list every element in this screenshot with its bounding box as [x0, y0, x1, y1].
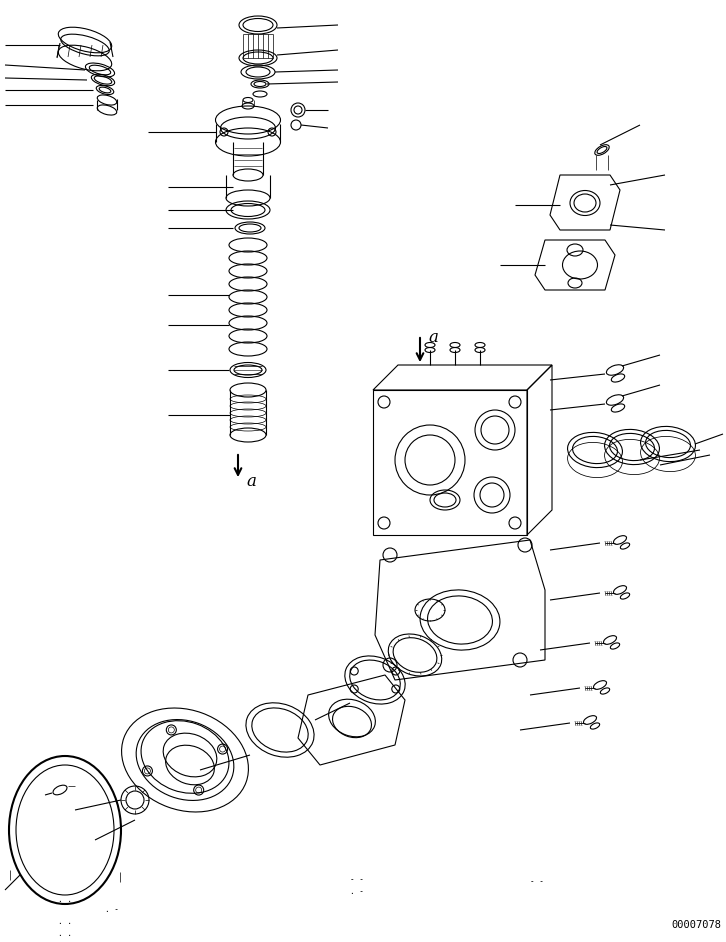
Text: - -: - -: [350, 875, 364, 885]
Text: - -: - -: [530, 878, 544, 886]
Text: . .: . .: [58, 896, 72, 904]
Text: . .: . .: [58, 929, 72, 937]
Text: . -: . -: [105, 905, 119, 915]
Text: 00007078: 00007078: [671, 920, 721, 930]
Text: a: a: [428, 329, 438, 346]
Text: a: a: [246, 474, 256, 491]
Text: . .: . .: [58, 918, 72, 927]
Text: . -: . -: [350, 887, 364, 897]
